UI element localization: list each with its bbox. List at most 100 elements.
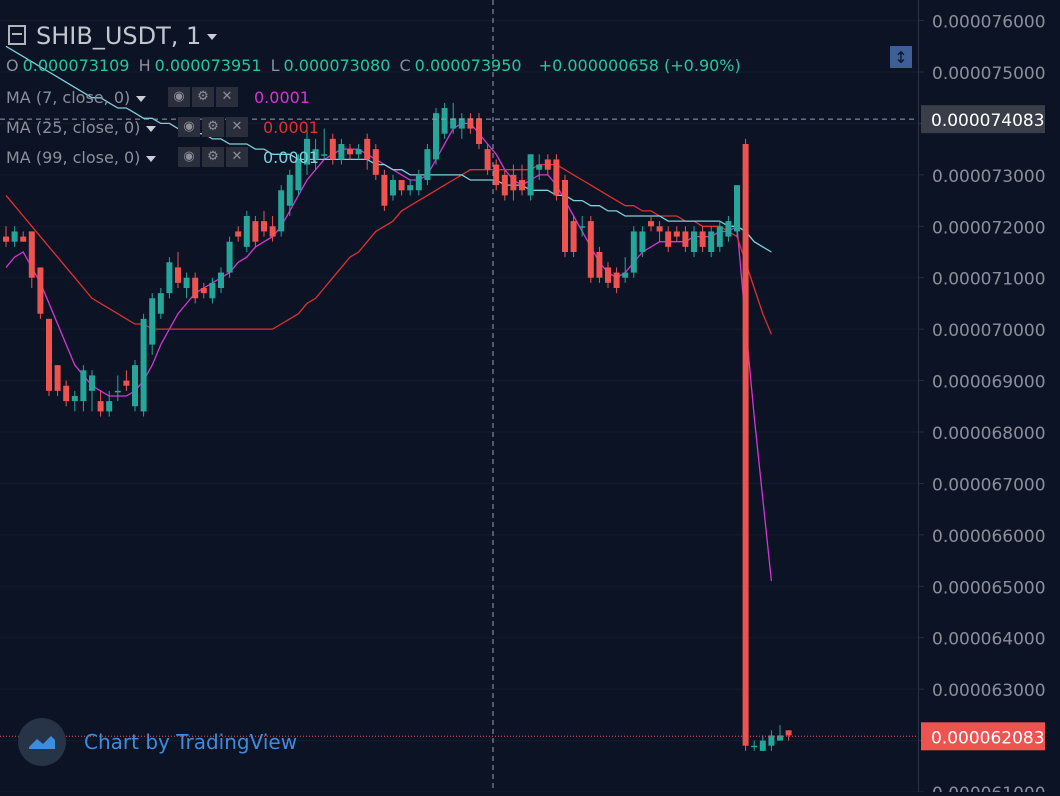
candle-body <box>321 154 328 156</box>
candle-body <box>200 288 207 294</box>
candle-body <box>71 396 78 402</box>
candle-body <box>519 180 525 191</box>
candle-body <box>97 401 104 412</box>
open-label: O <box>6 56 19 75</box>
change-value: +0.000000658 (+0.90%) <box>538 56 741 75</box>
symbol-label: SHIB_USDT, 1 <box>36 22 202 50</box>
candle-body <box>390 180 396 196</box>
candle-body <box>175 267 181 283</box>
high-value: 0.000073951 <box>154 56 262 75</box>
y-tick-label: 0.000066000 <box>932 527 1046 547</box>
candle-body <box>665 231 672 247</box>
candle-body <box>501 174 508 196</box>
chevron-down-icon[interactable] <box>146 155 157 162</box>
close-icon[interactable]: ✕ <box>216 87 238 107</box>
candle-body <box>716 226 723 247</box>
candle-body <box>725 221 732 237</box>
y-tick-label: 0.000076000 <box>932 13 1046 33</box>
candle-body <box>20 236 27 242</box>
candle-body <box>149 298 156 345</box>
tradingview-watermark[interactable]: Chart by TradingView <box>18 718 297 766</box>
chevron-down-icon[interactable] <box>146 125 157 132</box>
ma-7-value: 0.0001 <box>254 88 310 107</box>
candle-body <box>484 149 491 170</box>
candle-body <box>252 221 259 242</box>
last-price-badge <box>921 722 1045 751</box>
candle-body <box>536 164 543 170</box>
candle-body <box>364 138 371 160</box>
last-price-label: 0.000062083 <box>931 728 1045 748</box>
eye-icon[interactable]: ◉ <box>168 87 190 107</box>
candle-body <box>295 159 302 191</box>
candle-body <box>304 138 310 165</box>
candle-body <box>415 174 422 191</box>
candle-body <box>570 221 577 252</box>
symbol-title[interactable]: SHIB_USDT, 1 <box>8 22 218 50</box>
candle-body <box>768 735 775 746</box>
candle-body <box>587 221 594 278</box>
candle-body <box>648 221 654 227</box>
candle-body <box>46 318 52 391</box>
gear-icon[interactable]: ⚙ <box>192 87 214 107</box>
candle-body <box>596 252 603 278</box>
candle-body <box>278 190 285 232</box>
close-icon[interactable]: ✕ <box>226 117 248 137</box>
candle-body <box>89 375 95 391</box>
y-tick-label: 0.000068000 <box>932 424 1046 444</box>
crosshair-price-badge <box>921 105 1045 134</box>
y-tick-label: 0.000063000 <box>932 681 1046 701</box>
candle-body <box>527 154 534 196</box>
y-tick-label: 0.000073000 <box>932 167 1046 187</box>
gear-icon[interactable]: ⚙ <box>202 117 224 137</box>
candle-body <box>381 174 388 206</box>
candle-body <box>656 226 663 232</box>
candle-body <box>510 174 517 191</box>
candle-body <box>80 370 87 402</box>
candle-body <box>235 231 242 237</box>
candle-body <box>218 272 224 288</box>
ma-line <box>5 122 773 582</box>
candle-body <box>398 180 405 191</box>
price-axis[interactable]: 0.0000760000.0000750000.0000740000.00007… <box>918 0 1060 796</box>
compress-icon: ↕ <box>894 47 908 67</box>
eye-icon[interactable]: ◉ <box>178 117 200 137</box>
candle-body <box>639 231 646 252</box>
eye-icon[interactable]: ◉ <box>178 147 200 167</box>
candle-body <box>157 293 164 314</box>
candle-body <box>682 231 689 247</box>
high-label: H <box>138 56 151 75</box>
close-icon[interactable]: ✕ <box>226 147 248 167</box>
ma-99-legend[interactable]: MA (99, close, 0) ◉ ⚙ ✕ 0.0001 <box>6 147 319 169</box>
candle-body <box>286 174 293 206</box>
collapse-legend-icon[interactable] <box>8 25 26 45</box>
candle-body <box>11 231 18 242</box>
candle-body <box>372 149 379 175</box>
y-tick-label: 0.000067000 <box>932 475 1046 495</box>
candle-body <box>63 385 70 402</box>
candle-body <box>699 231 706 247</box>
compress-scale-button[interactable]: ↕ <box>890 46 912 68</box>
candle-body <box>433 113 439 160</box>
ma-7-legend[interactable]: MA (7, close, 0) ◉ ⚙ ✕ 0.0001 <box>6 87 310 109</box>
chevron-down-icon[interactable] <box>207 34 218 40</box>
candle-body <box>329 138 336 160</box>
candle-body <box>192 277 199 299</box>
candle-body <box>544 159 551 170</box>
y-tick-label: 0.000070000 <box>932 321 1046 341</box>
y-tick-label: 0.000064000 <box>932 630 1046 650</box>
ma-25-legend[interactable]: MA (25, close, 0) ◉ ⚙ ✕ 0.0001 <box>6 117 319 139</box>
candle-body <box>691 231 697 252</box>
y-tick-label: 0.000061000 <box>932 784 1046 792</box>
candle-body <box>338 144 345 160</box>
candle-body <box>553 159 560 196</box>
low-label: L <box>270 56 280 75</box>
chevron-down-icon[interactable] <box>136 95 147 102</box>
candle-body <box>708 231 715 252</box>
gear-icon[interactable]: ⚙ <box>202 147 224 167</box>
tradingview-logo-icon <box>18 718 66 766</box>
candle-body <box>759 740 766 751</box>
ma-99-value: 0.0001 <box>263 148 319 167</box>
candle-body <box>243 216 250 247</box>
